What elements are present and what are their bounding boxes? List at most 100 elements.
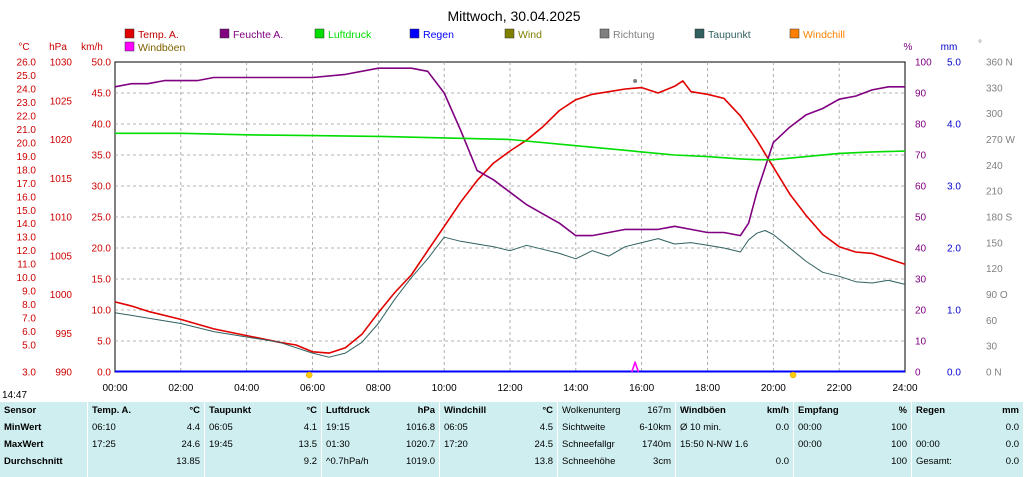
cell-value: 13.8 bbox=[534, 456, 554, 467]
table-row: 17:25 24.6 bbox=[92, 436, 200, 453]
legend-label: Windböen bbox=[138, 42, 185, 54]
cell-value: % bbox=[898, 405, 907, 416]
cell-label: Durchschnitt bbox=[4, 456, 63, 467]
y-tick-pressure: 1030 bbox=[50, 58, 73, 69]
marker-sunrise bbox=[305, 371, 313, 379]
y-tick-temp: 15.0 bbox=[17, 206, 37, 217]
y-tick-rain: 2.0 bbox=[947, 244, 961, 255]
legend-label: Taupunkt bbox=[708, 29, 751, 41]
cell-value: 6-10km bbox=[639, 422, 671, 433]
y-tick-temp: 17.0 bbox=[17, 179, 37, 190]
weather-chart: Mittwoch, 30.04.2025 Temp. A. Feuchte A. L… bbox=[17, 8, 1016, 394]
table-row: Gesamt: 0.0 bbox=[916, 453, 1019, 470]
axis-unit-labels: °C hPa km/h% mm ° bbox=[18, 39, 982, 53]
cell-label: 01:30 bbox=[326, 439, 350, 450]
legend-swatch bbox=[504, 28, 515, 39]
table-row: 100 bbox=[798, 453, 907, 470]
x-tick: 04:00 bbox=[234, 383, 259, 394]
cell-value: 24.5 bbox=[534, 439, 554, 450]
cell-value: °C bbox=[189, 405, 200, 416]
x-tick: 02:00 bbox=[168, 383, 193, 394]
x-axis: 00:00 02:00 04:00 06:00 08:00 10:00 12:00 14:00… bbox=[102, 383, 917, 394]
cell-label: 17:20 bbox=[444, 439, 468, 450]
y-tick-temp: 25.0 bbox=[17, 71, 37, 82]
y-tick-direction: 180 S bbox=[986, 213, 1012, 224]
stats-table: Sensor MinWert MaxWert Durchschnitt Temp. A.… bbox=[0, 402, 1024, 477]
x-tick: 24:00 bbox=[892, 383, 917, 394]
x-tick: 10:00 bbox=[432, 383, 457, 394]
table-row: 15:50 N-NW 1.6 bbox=[680, 436, 789, 453]
cell-label bbox=[444, 453, 535, 470]
cell-value: °C bbox=[306, 405, 317, 416]
cell-value: 0.0 bbox=[1005, 422, 1019, 433]
cell-label: Temp. A. bbox=[92, 405, 132, 416]
cell-value: 0.0 bbox=[1005, 439, 1019, 450]
cell-value: 1019.0 bbox=[405, 456, 435, 467]
legend: Temp. A. Feuchte A. Luftdruck Regen Wind Rich… bbox=[124, 28, 845, 54]
cell-label bbox=[916, 419, 1006, 436]
x-tick: 16:00 bbox=[629, 383, 654, 394]
cell-value: 100 bbox=[891, 456, 907, 467]
cell-label: Schneefallgr bbox=[562, 439, 615, 450]
table-header: Regen mm bbox=[916, 402, 1019, 419]
legend-swatch bbox=[599, 28, 610, 39]
y-tick-pressure: 995 bbox=[55, 329, 72, 340]
y-tick-rain: 0.0 bbox=[947, 368, 961, 379]
cell-label: 00:00 bbox=[798, 439, 822, 450]
axis-unit-wind: km/h bbox=[81, 42, 103, 53]
y-tick-temp: 21.0 bbox=[17, 125, 37, 136]
y-tick-direction: 120 bbox=[986, 264, 1003, 275]
y-tick-temp: 14.0 bbox=[17, 219, 37, 230]
legend-label: Windchill bbox=[803, 29, 845, 41]
grid bbox=[115, 62, 905, 372]
table-row: 01:30 1020.7 bbox=[326, 436, 435, 453]
table-header: MaxWert bbox=[4, 436, 83, 453]
series-line-taupunkt bbox=[114, 230, 906, 358]
series-point-richtung bbox=[633, 78, 638, 83]
series-line-temp-a- bbox=[114, 80, 906, 354]
chart-title: Mittwoch, 30.04.2025 bbox=[447, 8, 580, 24]
y-tick-direction: 210 bbox=[986, 187, 1003, 198]
cell-label: Ø 10 min. bbox=[680, 422, 722, 433]
cell-label bbox=[798, 453, 891, 470]
y-tick-temp: 12.0 bbox=[17, 246, 37, 257]
axis-unit-rain: mm bbox=[941, 42, 958, 53]
table-header: Temp. A. °C bbox=[92, 402, 200, 419]
cell-value: 0.0 bbox=[775, 422, 789, 433]
y-tick-temp: 5.0 bbox=[22, 341, 36, 352]
cell-value: 4.1 bbox=[303, 422, 317, 433]
axis-unit-pressure: hPa bbox=[49, 42, 67, 53]
y-tick-rain: 1.0 bbox=[947, 306, 961, 317]
y-tick-temp: 22.0 bbox=[17, 111, 37, 122]
cell-label: Empfang bbox=[798, 405, 839, 416]
cell-value: 0.0 bbox=[1005, 456, 1019, 467]
cell-label: 06:05 bbox=[209, 422, 233, 433]
cell-label: Gesamt: bbox=[916, 456, 952, 467]
axis-unit-temp: °C bbox=[18, 42, 29, 53]
x-tick: 06:00 bbox=[300, 383, 325, 394]
table-column: Sensor MinWert MaxWert Durchschnitt bbox=[0, 402, 88, 477]
table-row: Schneefallgr 1740m bbox=[562, 436, 671, 453]
cell-label: Luftdruck bbox=[326, 405, 370, 416]
table-column: Regen mm 0.0 00:00 0.0 Gesamt: 0.0 bbox=[912, 402, 1024, 477]
legend-swatch bbox=[124, 41, 135, 52]
cell-label: Sichtweite bbox=[562, 422, 606, 433]
y-tick-humidity: 70 bbox=[915, 151, 927, 162]
series-group bbox=[114, 67, 906, 373]
cell-value: 4.4 bbox=[186, 422, 200, 433]
cell-label: ^0.7hPa/h bbox=[326, 456, 369, 467]
table-header: Empfang% bbox=[798, 402, 907, 419]
cell-value: 3cm bbox=[653, 456, 671, 467]
cell-label: Regen bbox=[916, 405, 946, 416]
table-row: 19:45 13.5 bbox=[209, 436, 317, 453]
y-tick-wind: 40.0 bbox=[92, 120, 112, 131]
y-tick-wind: 45.0 bbox=[92, 89, 112, 100]
plot-area bbox=[114, 61, 906, 373]
legend-label: Feuchte A. bbox=[233, 29, 283, 41]
table-row: 00:00 100 bbox=[798, 419, 907, 436]
cell-label: 19:45 bbox=[209, 439, 233, 450]
cell-value: °C bbox=[542, 405, 553, 416]
y-tick-temp: 13.0 bbox=[17, 233, 37, 244]
y-tick-pressure: 1000 bbox=[50, 290, 73, 301]
table-row: 00:00 100 bbox=[798, 436, 907, 453]
